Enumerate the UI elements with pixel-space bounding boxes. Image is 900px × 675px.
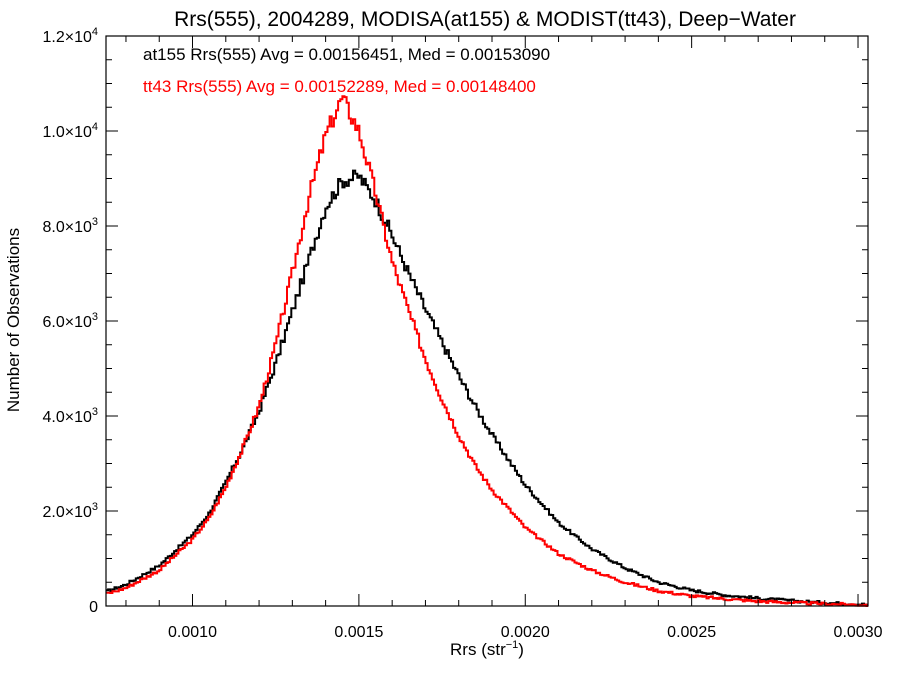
y-tick-label: 8.0×103 (42, 216, 98, 236)
x-tick-label: 0.0025 (667, 624, 716, 641)
y-axis-label: Number of Observations (4, 228, 23, 412)
x-axis: 0.0010 0.0015 0.0020 0.0025 0.0030 (125, 36, 883, 641)
y-axis: 0 2.0×103 4.0×103 6.0×103 8.0×103 1.0×104 1.2×… (42, 26, 868, 616)
y-tick-label: 4.0×103 (42, 406, 98, 426)
annotations: at155 Rrs(555) Avg = 0.00156451, Med = 0… (143, 45, 550, 96)
series-layer (106, 95, 868, 607)
x-tick-label: 0.0020 (501, 624, 550, 641)
series-line-1 (106, 169, 868, 607)
y-tick-label: 2.0×103 (42, 501, 98, 521)
x-axis-label-end: ) (518, 640, 524, 659)
annotation-1: at155 Rrs(555) Avg = 0.00156451, Med = 0… (143, 45, 550, 64)
chart-title: Rrs(555), 2004289, MODISA(at155) & MODIS… (174, 8, 796, 31)
annotation-2: tt43 Rrs(555) Avg = 0.00152289, Med = 0.… (143, 77, 536, 96)
y-tick-label: 0 (89, 599, 98, 616)
x-axis-label-superscript: −1 (506, 639, 519, 651)
x-axis-label: Rrs (str−1) (450, 639, 524, 659)
plot-frame (105, 35, 869, 607)
y-tick-label: 6.0×103 (42, 311, 98, 331)
x-tick-label: 0.0015 (334, 624, 383, 641)
y-tick-label: 1.0×104 (42, 121, 98, 141)
y-tick-label: 1.2×104 (42, 26, 98, 46)
series-line-2 (106, 95, 868, 607)
x-tick-label: 0.0010 (168, 624, 217, 641)
x-tick-label: 0.0030 (834, 624, 883, 641)
